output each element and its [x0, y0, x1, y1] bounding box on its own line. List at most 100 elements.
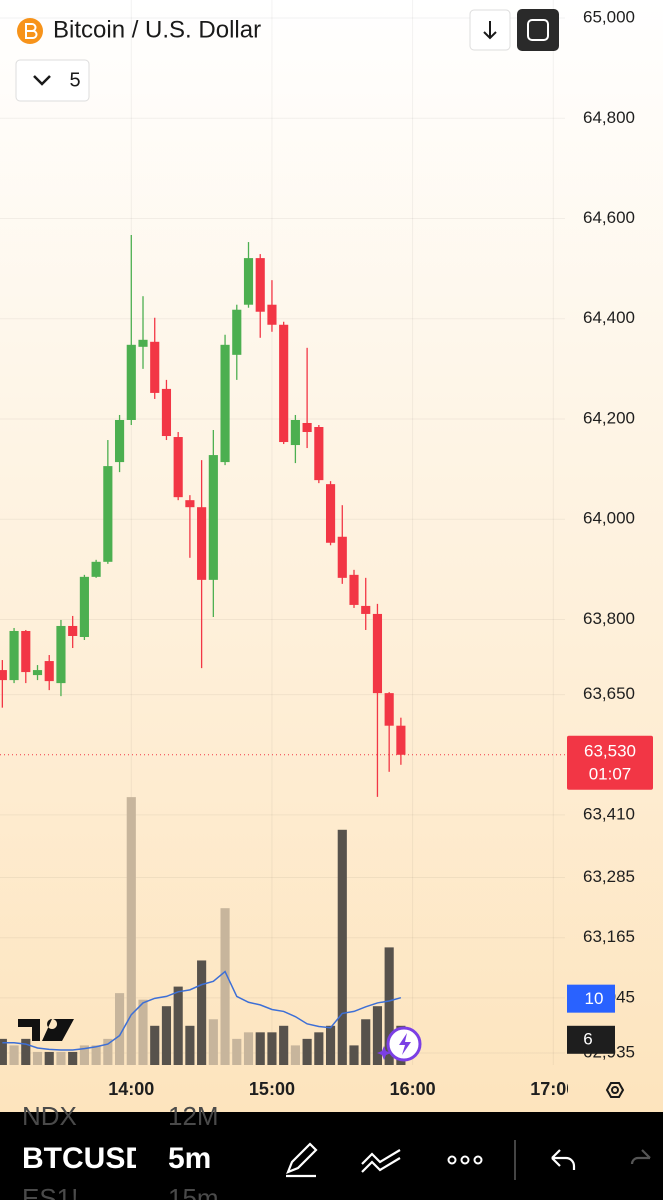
candle-body: [396, 725, 406, 755]
volume-bar: [103, 1038, 113, 1065]
candle-body: [44, 661, 54, 682]
volume-bar: [44, 1051, 54, 1065]
interval-button[interactable]: [15, 59, 90, 102]
candle-body: [103, 466, 113, 562]
volume-bar: [161, 1006, 172, 1065]
volume-bar: [208, 1019, 218, 1065]
candle-body: [56, 625, 66, 684]
interval[interactable]: 5m: [168, 1142, 211, 1175]
volume-bar: [267, 1032, 277, 1065]
more-tool[interactable]: [447, 1155, 483, 1165]
symbol[interactable]: NDX: [22, 1101, 77, 1131]
volume-bar: [302, 1038, 312, 1065]
settings-icon: [611, 1086, 619, 1094]
volume-bar: [325, 1025, 336, 1065]
background: [0, 0, 663, 1112]
y-tick-label: 64,000: [583, 509, 635, 528]
countdown-label: 01:07: [589, 764, 632, 783]
candle-body: [150, 341, 160, 393]
candle-body: [290, 419, 300, 446]
volume-bar: [337, 829, 347, 1065]
candle-body: [372, 613, 383, 694]
bolt-icon: [399, 1033, 411, 1055]
volume-bar: [349, 1045, 359, 1065]
volume-bar: [32, 1051, 43, 1065]
candle-body: [325, 484, 336, 543]
interval[interactable]: 15m: [168, 1183, 219, 1200]
candle-body: [208, 455, 218, 580]
volume-label: 6: [583, 1029, 592, 1048]
price-box: [567, 735, 653, 790]
fullscreen-button[interactable]: [517, 9, 559, 51]
candle-body: [79, 576, 89, 637]
candle-body: [349, 574, 359, 605]
y-tick-label: 64,600: [583, 208, 635, 227]
candle-body: [9, 630, 19, 681]
fullscreen-icon: [527, 19, 549, 41]
candle-body: [68, 625, 78, 636]
y-tick-label: 64,400: [583, 308, 635, 327]
candle-body: [337, 536, 347, 578]
candle-body: [243, 258, 254, 305]
x-tick-label: 14:00: [108, 1079, 154, 1099]
candle-body: [161, 388, 172, 437]
volume-bar: [68, 1051, 78, 1065]
draw-tool[interactable]: [286, 1142, 318, 1178]
x-tick-label: 16:00: [390, 1079, 436, 1099]
volume-bar: [372, 1006, 383, 1065]
volume-bar: [279, 1025, 289, 1065]
volume-bar: [232, 1038, 242, 1065]
candle-body: [232, 309, 242, 355]
volume-bar: [21, 1038, 31, 1065]
sparkle-icon: [377, 1046, 391, 1060]
y-tick-label: 63,410: [583, 804, 635, 823]
volume-bar: [91, 1045, 101, 1065]
candle-body: [21, 630, 31, 673]
volume-bar: [197, 960, 207, 1065]
redo-button[interactable]: [630, 1149, 651, 1165]
chevron-icon: [33, 75, 51, 86]
candle-body: [91, 561, 101, 577]
candle-body: [220, 344, 230, 463]
candle-body: [173, 437, 183, 498]
volume-bar: [114, 993, 125, 1065]
y-tick-label: 63,800: [583, 609, 635, 628]
price-label: 63,530: [584, 741, 636, 760]
undo-button[interactable]: [551, 1149, 576, 1170]
volume-ma-box: [567, 984, 615, 1013]
volume-box: [567, 1025, 615, 1054]
y-tick-label: 63,165: [583, 927, 635, 946]
volume-pane: [0, 797, 406, 1065]
interval[interactable]: 12M: [168, 1101, 219, 1131]
x-tick-label: 17:00: [530, 1079, 576, 1099]
interval-label: 5: [69, 69, 80, 91]
x-tick-label: 15:00: [249, 1079, 295, 1099]
settings-button[interactable]: [605, 1082, 625, 1098]
y-tick-label: 64,200: [583, 408, 635, 427]
candle-body: [138, 339, 148, 347]
lines-tool[interactable]: [361, 1149, 401, 1173]
volume-ma-label: 10: [585, 989, 604, 1008]
volume-bar: [56, 1051, 66, 1065]
candle-body: [32, 670, 43, 676]
candle-body: [302, 422, 312, 433]
symbol[interactable]: ES1!: [22, 1183, 78, 1200]
volume-bar: [361, 1019, 371, 1065]
volume-bar: [384, 947, 394, 1065]
volume-bar: [150, 1025, 160, 1065]
volume-bar: [79, 1045, 89, 1065]
volume-bar: [173, 986, 183, 1065]
symbol[interactable]: BTCUSD: [22, 1142, 147, 1175]
volume-bar: [243, 1032, 254, 1065]
candle-body: [384, 693, 394, 726]
volume-bar: [138, 999, 148, 1065]
logo: [18, 1019, 74, 1041]
candle-body: [185, 500, 195, 508]
candle-body: [361, 605, 371, 614]
volume-bar: [290, 1045, 300, 1065]
time-axis: 14:00 15:00 16:00 17:00: [108, 1079, 576, 1099]
y-tick-label: 65,000: [583, 8, 635, 27]
y-tick-label: 63,650: [583, 684, 635, 703]
